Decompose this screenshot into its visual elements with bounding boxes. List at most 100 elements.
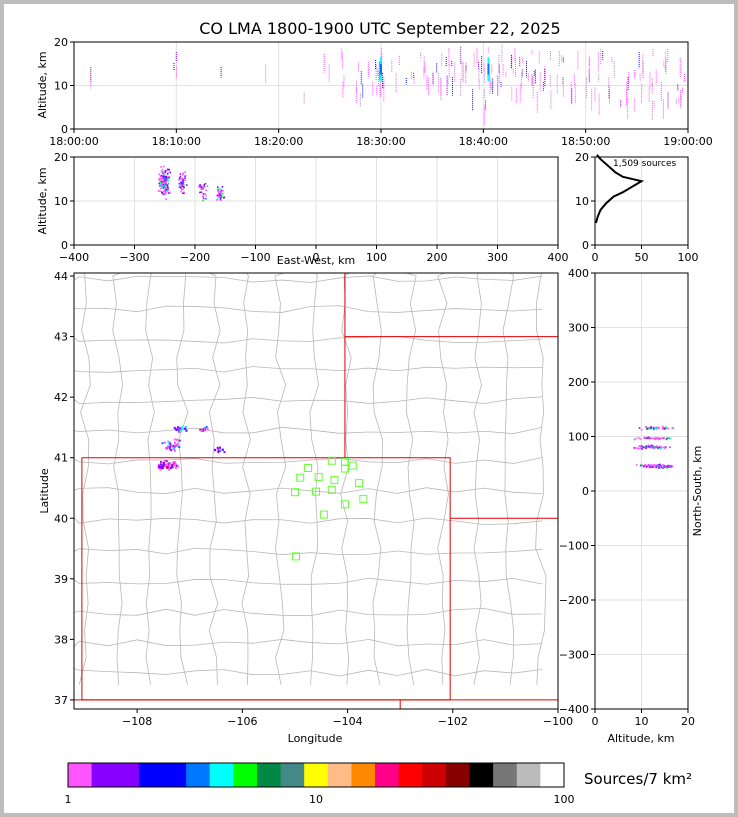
north-south-source	[637, 436, 640, 439]
lma-station-marker	[304, 463, 313, 472]
east-west-source	[220, 199, 222, 202]
map-source	[169, 444, 172, 447]
north-south-source	[662, 464, 665, 466]
east-west-source	[161, 180, 164, 182]
map-source	[176, 465, 179, 468]
east-west-source	[181, 181, 183, 184]
map-source	[157, 463, 160, 466]
source-count-label: 1,509 sources	[613, 159, 677, 169]
north-south-source	[640, 446, 643, 449]
county-line	[73, 305, 543, 313]
east-west-source	[159, 185, 161, 187]
map-source	[163, 441, 166, 444]
east-west-xlabel: East-West, km	[277, 254, 355, 267]
north-south-source	[653, 428, 655, 431]
north-south-source	[671, 465, 674, 467]
east-west-source	[163, 170, 166, 173]
north-south-source	[658, 467, 660, 469]
east-west-source	[219, 187, 221, 190]
colorbar-tick-label: 10	[309, 793, 323, 806]
north-south-source	[664, 465, 667, 468]
east-west-xtick-label: −200	[180, 251, 210, 264]
east-west-source	[166, 173, 169, 175]
east-west-source	[178, 178, 181, 180]
north-south-source	[666, 437, 669, 440]
north-south-source	[660, 437, 663, 439]
east-west-source	[219, 189, 222, 192]
map-source	[181, 428, 184, 431]
east-west-source	[182, 183, 185, 186]
east-west-source	[204, 183, 207, 185]
map-source	[168, 468, 171, 471]
east-west-source	[161, 192, 164, 194]
map-source	[201, 428, 204, 431]
east-west-source	[179, 185, 182, 188]
east-west-ylabel: Altitude, km	[36, 167, 49, 234]
east-west-source	[165, 186, 168, 188]
north-south-source	[659, 445, 662, 448]
north-south-ytick-label: 200	[568, 376, 589, 389]
colorbar-frame	[67, 762, 565, 788]
map-source	[174, 466, 177, 469]
north-south-source	[639, 438, 642, 440]
north-south-source	[646, 428, 648, 430]
east-west-source	[180, 188, 183, 191]
north-south-source	[656, 464, 659, 466]
north-south-source	[656, 445, 658, 447]
east-west-source	[162, 176, 165, 179]
north-south-source	[649, 427, 651, 429]
east-west-source	[165, 177, 168, 180]
north-south-source	[665, 426, 667, 429]
county-line	[473, 272, 482, 685]
map-axes	[73, 272, 559, 710]
map-source	[177, 442, 180, 445]
east-west-source	[169, 171, 172, 174]
map-ytick-label: 37	[54, 694, 68, 707]
map-source	[200, 430, 203, 433]
north-south-source	[646, 437, 648, 439]
north-south-source	[668, 446, 671, 448]
map-source	[183, 427, 186, 430]
north-south-source	[667, 464, 670, 467]
north-south-source	[648, 465, 651, 468]
north-south-source	[655, 466, 658, 469]
county-borders	[73, 272, 547, 685]
east-west-source	[167, 182, 170, 185]
north-south-source	[646, 427, 648, 429]
east-west-source	[199, 186, 201, 188]
map-ytick-label: 42	[54, 391, 68, 404]
east-west-source	[161, 177, 164, 179]
map-source	[168, 444, 171, 447]
map-source	[170, 449, 173, 452]
north-south-source	[662, 466, 664, 468]
altitude-north-south-panel: 0 10 20 −400 −300 −200 −100 0 100 200 300 400 Altit…	[559, 267, 704, 745]
east-west-source	[222, 189, 224, 192]
map-source	[168, 464, 171, 467]
east-west-source	[184, 179, 186, 182]
east-west-xtick-label: 400	[548, 251, 569, 264]
map-source	[167, 440, 170, 443]
time-altitude-ytick-label: 20	[54, 36, 68, 49]
east-west-source	[160, 183, 163, 186]
east-west-source	[160, 185, 163, 187]
east-west-source	[182, 188, 184, 190]
north-south-source	[661, 427, 664, 430]
north-south-source	[650, 465, 653, 467]
north-south-source	[637, 447, 640, 450]
north-south-source	[635, 447, 638, 449]
east-west-source	[162, 185, 164, 187]
north-south-source	[648, 428, 650, 430]
colorbar-swatch	[304, 763, 329, 787]
map-source	[217, 449, 220, 452]
east-west-xtick-label: −100	[240, 251, 270, 264]
colorbar-swatch	[327, 763, 352, 787]
east-west-source	[167, 189, 170, 192]
time-altitude-xtick-label: 18:20:00	[254, 135, 303, 148]
colorbar-swatch	[422, 763, 447, 787]
east-west-source	[158, 178, 161, 181]
east-west-source	[166, 179, 168, 182]
map-source	[221, 448, 224, 451]
east-west-source	[184, 177, 186, 180]
east-west-source	[161, 168, 164, 171]
map-source	[166, 462, 169, 465]
